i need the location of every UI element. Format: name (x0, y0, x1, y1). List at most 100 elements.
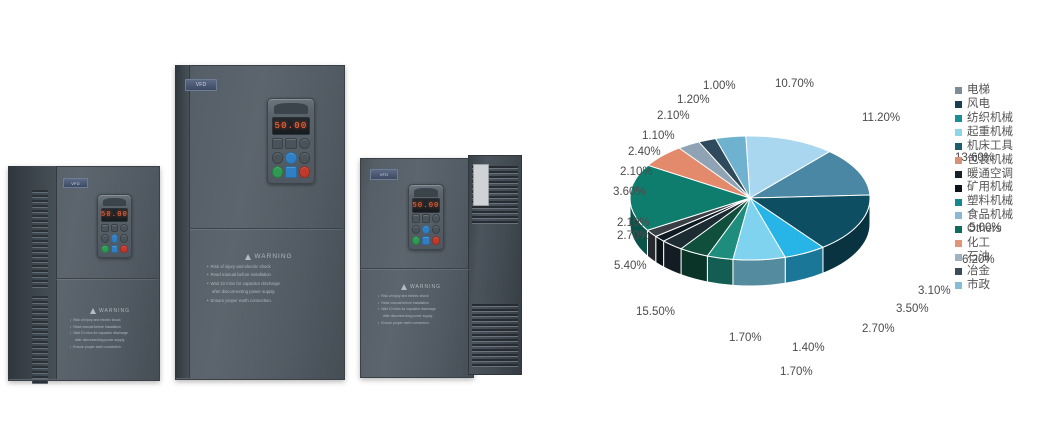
keypad-buttons[interactable] (271, 137, 311, 178)
warning-line: Read manual before installation (70, 324, 150, 331)
pie-slice[interactable] (749, 151, 871, 199)
legend-swatch (955, 268, 962, 276)
warning-title-row: WARNING (207, 253, 331, 260)
warning-line: after disconnecting power supply. (212, 289, 276, 295)
warning-title-row: WARNING (378, 284, 464, 290)
key-down[interactable] (432, 225, 441, 235)
keypad[interactable]: 50.00 (97, 194, 132, 258)
key-prg[interactable] (271, 137, 283, 150)
key-up[interactable] (421, 225, 431, 235)
key-shift[interactable] (100, 234, 109, 243)
key-up[interactable] (110, 234, 119, 243)
pie-slice[interactable] (714, 135, 751, 199)
legend-swatch (955, 198, 962, 206)
legend-label: 食品机械 (967, 209, 1013, 222)
brand-logo: VFD (63, 178, 88, 188)
pie-data-label: 13.60% (955, 152, 995, 164)
drive-side-panel (175, 65, 190, 378)
knob-dial[interactable] (120, 223, 129, 233)
pie-slice[interactable] (629, 164, 752, 231)
legend-swatch (955, 212, 962, 220)
vent-grille-lower (32, 296, 48, 386)
legend-label: 纺织机械 (967, 111, 1013, 124)
heatsink-block (468, 155, 522, 375)
key-set[interactable] (285, 137, 297, 150)
legend-label: Others (967, 223, 1002, 236)
legend-label: 冶金 (967, 264, 990, 277)
legend-item[interactable]: 市政 (955, 278, 1059, 292)
warning-triangle-icon (244, 253, 251, 260)
legend-label: 风电 (967, 98, 990, 111)
keypad[interactable]: 50.00 (408, 184, 444, 250)
legend-item[interactable]: 起重机械 (955, 126, 1059, 140)
knob-dial[interactable] (432, 214, 441, 224)
warning-list: Risk of injury and electric shock Read m… (378, 293, 464, 326)
legend-item[interactable]: 包装机械 (955, 153, 1059, 167)
warning-line: Read manual before installation (378, 300, 464, 307)
knob-dial[interactable] (299, 137, 311, 150)
key-shift[interactable] (411, 225, 420, 235)
key-stop[interactable] (120, 244, 129, 254)
pie-data-label: 15.50% (636, 306, 676, 318)
legend-label: 机床工具 (967, 139, 1013, 152)
legend-item[interactable]: 冶金 (955, 265, 1059, 279)
legend-item[interactable]: 石油 (955, 251, 1059, 265)
key-down[interactable] (299, 152, 311, 164)
key-prg[interactable] (411, 214, 420, 224)
key-run[interactable] (100, 244, 109, 254)
legend-item[interactable]: 塑料机械 (955, 195, 1059, 209)
keypad-buttons[interactable] (100, 223, 129, 254)
key-enter[interactable] (421, 236, 431, 246)
pie-data-label: 2.10% (620, 166, 653, 178)
legend-label: 包装机械 (967, 153, 1013, 166)
legend-item[interactable]: 暖通空调 (955, 167, 1059, 181)
key-shift[interactable] (271, 152, 283, 164)
display-value: 50.00 (101, 211, 129, 220)
keypad-display: 50.00 (411, 198, 441, 214)
key-stop[interactable] (299, 166, 311, 178)
keypad-buttons[interactable] (411, 214, 441, 246)
legend-item[interactable]: 机床工具 (955, 140, 1059, 154)
key-run[interactable] (411, 236, 420, 246)
warning-title: WARNING (99, 308, 130, 314)
warning-line: Ensure proper earth connection. (378, 320, 464, 327)
display-value: 50.00 (274, 121, 308, 132)
key-enter[interactable] (110, 244, 119, 254)
warning-line: Wait 10 mins for capacitor discharge (70, 330, 150, 337)
pie-data-label: 10.70% (775, 78, 815, 90)
key-enter[interactable] (285, 166, 297, 178)
legend-item[interactable]: 化工 (955, 237, 1059, 251)
legend-item[interactable]: 食品机械 (955, 209, 1059, 223)
brand-logo-text: VFD (379, 172, 389, 177)
legend-item[interactable]: 矿用机械 (955, 181, 1059, 195)
legend-item[interactable]: 纺织机械 (955, 112, 1059, 126)
chart-legend: 电梯 风电 纺织机械起重机械 机床工具 包装机械 暖通空调 矿用机械 塑料机械 食品机械 Othe… (955, 84, 1059, 292)
heatsink-fins-lower (472, 304, 518, 369)
key-set[interactable] (421, 214, 431, 224)
key-stop[interactable] (432, 236, 441, 246)
legend-item[interactable]: Others (955, 223, 1059, 237)
panel-split-line (360, 268, 470, 269)
pie-data-label: 1.00% (703, 80, 736, 92)
warning-line: after disconnecting power supply. (383, 313, 434, 318)
keypad[interactable]: 50.00 (267, 98, 315, 184)
legend-swatch (955, 156, 962, 164)
pie-slice-side (732, 256, 786, 287)
legend-swatch (955, 240, 962, 248)
pie-slice[interactable] (745, 135, 831, 199)
brand-logo-text: VFD (195, 82, 207, 88)
brand-logo: VFD (370, 169, 398, 180)
pie-data-label: 11.20% (862, 112, 901, 124)
key-down[interactable] (120, 234, 129, 243)
legend-item[interactable]: 风电 (955, 98, 1059, 112)
key-up[interactable] (285, 152, 297, 164)
key-run[interactable] (271, 166, 283, 178)
legend-swatch (955, 254, 962, 262)
legend-item[interactable]: 电梯 (955, 84, 1059, 98)
pie-slice[interactable] (748, 194, 871, 248)
vfd-unit-small-left: VFD 50.00 (8, 166, 160, 384)
pie-data-label: 2.10% (617, 217, 650, 229)
key-prg[interactable] (100, 223, 109, 233)
key-set[interactable] (110, 223, 119, 233)
warning-line: Ensure proper earth connection. (207, 297, 331, 305)
